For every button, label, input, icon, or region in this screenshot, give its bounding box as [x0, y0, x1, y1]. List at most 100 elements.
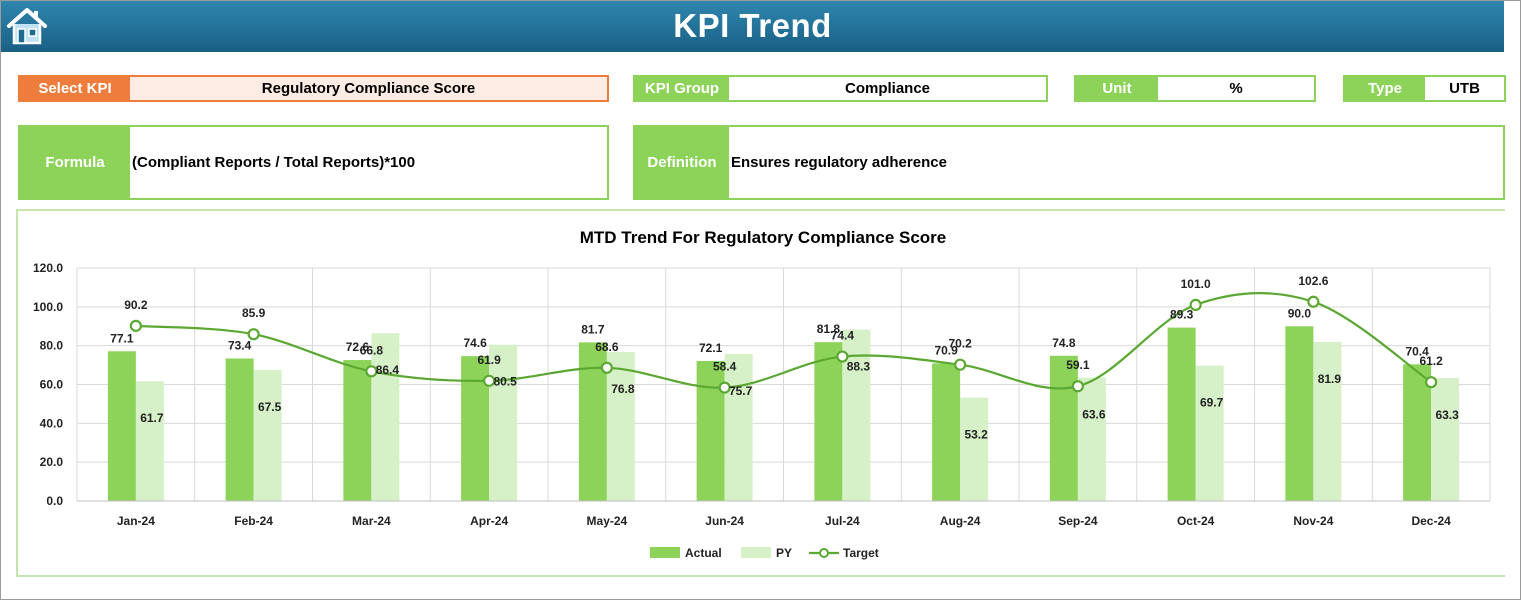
- data-label-target: 74.4: [831, 329, 855, 343]
- y-tick-label: 20.0: [40, 455, 64, 469]
- data-label-actual: 70.4: [1405, 344, 1429, 358]
- type-field: Type UTB: [1343, 75, 1506, 102]
- target-point: [365, 365, 378, 378]
- target-point: [1307, 295, 1320, 308]
- x-tick-label: Aug-24: [940, 514, 981, 528]
- bar-actual: [696, 361, 725, 501]
- bar-actual: [1167, 327, 1196, 501]
- select-kpi-value[interactable]: Regulatory Compliance Score: [130, 77, 607, 100]
- target-point: [1071, 380, 1084, 393]
- unit-value: %: [1158, 77, 1314, 100]
- target-point: [483, 374, 496, 387]
- select-kpi-label: Select KPI: [20, 77, 130, 100]
- x-tick-label: Jul-24: [825, 514, 860, 528]
- data-label-target: 61.2: [1419, 354, 1443, 368]
- data-label-py: 81.9: [1318, 372, 1342, 386]
- bar-actual: [814, 342, 843, 501]
- y-tick-label: 60.0: [40, 378, 64, 392]
- bar-actual: [343, 360, 372, 501]
- type-value: UTB: [1425, 77, 1504, 100]
- home-icon[interactable]: [6, 6, 48, 46]
- data-label-actual: 77.1: [110, 331, 134, 345]
- target-line: [135, 292, 1432, 390]
- kpi-group-label: KPI Group: [635, 77, 729, 100]
- unit-field: Unit %: [1074, 75, 1316, 102]
- bar-py: [489, 344, 518, 501]
- data-label-py: 86.4: [376, 363, 400, 377]
- x-tick-label: Nov-24: [1293, 514, 1333, 528]
- select-kpi-field[interactable]: Select KPI Regulatory Compliance Score: [18, 75, 609, 102]
- data-label-py: 67.5: [258, 400, 282, 414]
- bar-actual: [1285, 326, 1314, 501]
- y-tick-label: 40.0: [40, 416, 64, 430]
- target-point: [600, 361, 613, 374]
- unit-label: Unit: [1076, 77, 1158, 100]
- data-label-py: 53.2: [964, 428, 988, 442]
- definition-field: Definition Ensures regulatory adherence: [633, 125, 1505, 200]
- x-tick-label: Oct-24: [1177, 514, 1215, 528]
- data-label-py: 88.3: [847, 360, 871, 374]
- x-tick-label: Sep-24: [1058, 514, 1098, 528]
- data-label-target: 59.1: [1066, 358, 1090, 372]
- data-label-py: 63.3: [1435, 408, 1459, 422]
- x-tick-label: May-24: [587, 514, 628, 528]
- data-label-py: 63.6: [1082, 408, 1106, 422]
- data-label-py: 80.5: [493, 375, 517, 389]
- chart-container: MTD Trend For Regulatory Compliance Scor…: [16, 209, 1505, 577]
- data-label-target: 61.9: [477, 353, 501, 367]
- target-point: [954, 358, 967, 371]
- data-label-actual: 73.4: [228, 338, 252, 352]
- x-tick-label: Mar-24: [352, 514, 391, 528]
- data-label-target: 101.0: [1181, 277, 1211, 291]
- bar-py: [960, 397, 989, 501]
- data-label-actual: 74.8: [1052, 336, 1076, 350]
- y-tick-label: 120.0: [33, 261, 63, 275]
- data-label-py: 75.7: [729, 384, 753, 398]
- data-label-py: 69.7: [1200, 396, 1224, 410]
- bar-py: [135, 381, 164, 501]
- bar-actual: [107, 351, 136, 501]
- legend-marker-target: [819, 548, 829, 558]
- target-point: [836, 350, 849, 363]
- legend-swatch-actual: [650, 547, 680, 558]
- definition-value: Ensures regulatory adherence: [729, 127, 1503, 198]
- data-label-target: 70.2: [948, 337, 972, 351]
- header-bar: KPI Trend: [1, 1, 1504, 52]
- formula-value: (Compliant Reports / Total Reports)*100: [130, 127, 607, 198]
- bar-py: [724, 354, 753, 501]
- bar-py: [1077, 377, 1106, 501]
- data-label-actual: 72.1: [699, 341, 723, 355]
- type-label: Type: [1345, 77, 1425, 100]
- bar-actual: [932, 363, 961, 501]
- data-label-actual: 90.0: [1288, 306, 1312, 320]
- data-label-actual: 89.3: [1170, 308, 1194, 322]
- bar-py: [606, 351, 635, 501]
- bar-py: [253, 369, 282, 501]
- target-point: [1189, 298, 1202, 311]
- data-label-actual: 81.7: [581, 322, 605, 336]
- bar-actual: [1403, 364, 1432, 501]
- y-tick-label: 80.0: [40, 339, 64, 353]
- formula-field: Formula (Compliant Reports / Total Repor…: [18, 125, 609, 200]
- target-point: [247, 328, 260, 341]
- bar-py: [371, 333, 400, 501]
- kpi-group-field: KPI Group Compliance: [633, 75, 1048, 102]
- x-tick-label: Dec-24: [1411, 514, 1451, 528]
- data-label-target: 102.6: [1298, 274, 1328, 288]
- x-tick-label: Apr-24: [470, 514, 508, 528]
- chart-title: MTD Trend For Regulatory Compliance Scor…: [580, 228, 947, 247]
- data-label-target: 85.9: [242, 306, 266, 320]
- data-label-target: 68.6: [595, 340, 619, 354]
- bar-py: [1195, 365, 1224, 501]
- data-label-target: 58.4: [713, 360, 737, 374]
- x-tick-label: Feb-24: [234, 514, 273, 528]
- x-tick-label: Jan-24: [117, 514, 155, 528]
- data-label-target: 90.2: [124, 298, 148, 312]
- data-label-py: 76.8: [611, 382, 635, 396]
- y-tick-label: 0.0: [46, 494, 63, 508]
- legend-label-actual: Actual: [685, 546, 722, 560]
- y-tick-label: 100.0: [33, 300, 63, 314]
- bar-py: [1313, 341, 1342, 501]
- legend-swatch-py: [741, 547, 771, 558]
- target-point: [1425, 376, 1438, 389]
